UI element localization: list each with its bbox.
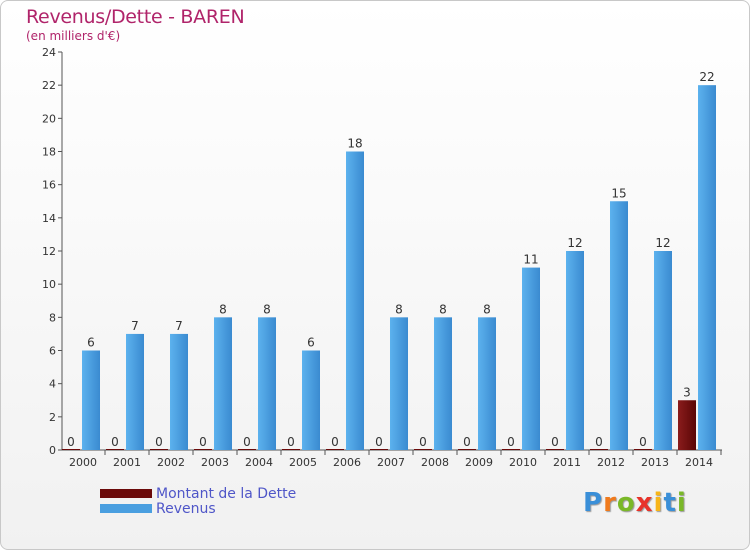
bar-revenus: [478, 317, 496, 450]
x-tick-label: 2014: [685, 456, 713, 469]
x-tick-label: 2005: [289, 456, 317, 469]
y-tick-label: 0: [49, 444, 56, 457]
bar-dette: [326, 449, 344, 450]
data-label-revenus: 15: [611, 186, 626, 200]
bar-revenus: [654, 251, 672, 450]
x-tick-label: 2003: [201, 456, 229, 469]
data-label-revenus: 12: [655, 236, 670, 250]
bar-dette: [634, 449, 652, 450]
bar-dette: [150, 449, 168, 450]
data-label-dette: 0: [111, 435, 119, 449]
data-label-dette: 0: [507, 435, 515, 449]
data-label-dette: 0: [331, 435, 339, 449]
bar-revenus: [610, 201, 628, 450]
data-label-dette: 0: [67, 435, 75, 449]
data-label-revenus: 6: [87, 336, 95, 350]
legend-item-revenus: Revenus: [100, 500, 296, 517]
legend-label-dette: Montant de la Dette: [156, 485, 297, 502]
data-label-revenus: 22: [699, 70, 714, 84]
bar-revenus: [302, 350, 320, 450]
bar-revenus: [126, 333, 144, 450]
data-label-dette: 3: [683, 385, 691, 399]
data-label-revenus: 18: [347, 137, 362, 151]
y-tick-label: 4: [49, 378, 56, 391]
bar-dette: [238, 449, 256, 450]
x-tick-label: 2000: [69, 456, 97, 469]
x-tick-label: 2010: [509, 456, 537, 469]
bar-revenus: [434, 317, 452, 450]
bar-dette: [282, 449, 300, 450]
y-tick-label: 24: [42, 46, 56, 59]
x-tick-label: 2012: [597, 456, 625, 469]
data-label-revenus: 7: [131, 319, 139, 333]
bar-revenus: [82, 350, 100, 450]
x-tick-label: 2006: [333, 456, 361, 469]
y-tick-label: 22: [42, 79, 56, 92]
data-label-revenus: 8: [263, 302, 271, 316]
bar-revenus: [566, 251, 584, 450]
bar-dette: [370, 449, 388, 450]
bar-dette: [590, 449, 608, 450]
x-tick-label: 2001: [113, 456, 141, 469]
legend-swatch-dette: [100, 489, 152, 498]
legend-item-dette: Montant de la Dette: [100, 485, 297, 502]
data-label-dette: 0: [639, 435, 647, 449]
data-label-revenus: 11: [523, 253, 538, 267]
data-label-revenus: 12: [567, 236, 582, 250]
proxiti-logo: Proxiti: [583, 488, 687, 518]
data-label-revenus: 8: [395, 302, 403, 316]
bar-dette: [502, 449, 520, 450]
bar-revenus: [258, 317, 276, 450]
data-label-dette: 0: [287, 435, 295, 449]
bar-revenus: [346, 151, 364, 450]
chart-title: Revenus/Dette - BAREN: [26, 6, 245, 28]
data-label-dette: 0: [595, 435, 603, 449]
y-tick-label: 14: [42, 212, 56, 225]
data-label-revenus: 8: [483, 302, 491, 316]
bar-revenus: [390, 317, 408, 450]
x-tick-label: 2004: [245, 456, 273, 469]
bar-revenus: [214, 317, 232, 450]
data-label-revenus: 6: [307, 336, 315, 350]
x-tick-label: 2007: [377, 456, 405, 469]
y-tick-label: 12: [42, 245, 56, 258]
y-tick-label: 6: [49, 345, 56, 358]
x-tick-label: 2011: [553, 456, 581, 469]
data-label-revenus: 8: [439, 302, 447, 316]
bar-dette: [678, 400, 696, 450]
data-label-revenus: 8: [219, 302, 227, 316]
data-label-dette: 0: [155, 435, 163, 449]
x-tick-label: 2009: [465, 456, 493, 469]
chart-subtitle: (en milliers d'€): [26, 29, 121, 43]
y-tick-label: 8: [49, 311, 56, 324]
data-label-dette: 0: [375, 435, 383, 449]
x-tick-label: 2013: [641, 456, 669, 469]
data-label-revenus: 7: [175, 319, 183, 333]
bar-dette: [414, 449, 432, 450]
bar-dette: [546, 449, 564, 450]
data-label-dette: 0: [463, 435, 471, 449]
bar-dette: [458, 449, 476, 450]
legend: Montant de la Dette Revenus: [100, 485, 297, 517]
data-label-dette: 0: [551, 435, 559, 449]
y-tick-label: 2: [49, 411, 56, 424]
data-label-dette: 0: [419, 435, 427, 449]
bar-dette: [106, 449, 124, 450]
data-label-dette: 0: [199, 435, 207, 449]
data-label-dette: 0: [243, 435, 251, 449]
y-tick-label: 18: [42, 146, 56, 159]
bar-revenus: [522, 267, 540, 450]
x-tick-label: 2002: [157, 456, 185, 469]
legend-label-revenus: Revenus: [156, 500, 216, 517]
x-tick-label: 2008: [421, 456, 449, 469]
y-tick-label: 10: [42, 278, 56, 291]
bar-dette: [194, 449, 212, 450]
y-tick-label: 20: [42, 112, 56, 125]
legend-swatch-revenus: [100, 504, 152, 513]
bar-revenus: [698, 85, 716, 451]
y-tick-label: 16: [42, 179, 56, 192]
bar-revenus: [170, 333, 188, 450]
bar-dette: [62, 449, 80, 450]
